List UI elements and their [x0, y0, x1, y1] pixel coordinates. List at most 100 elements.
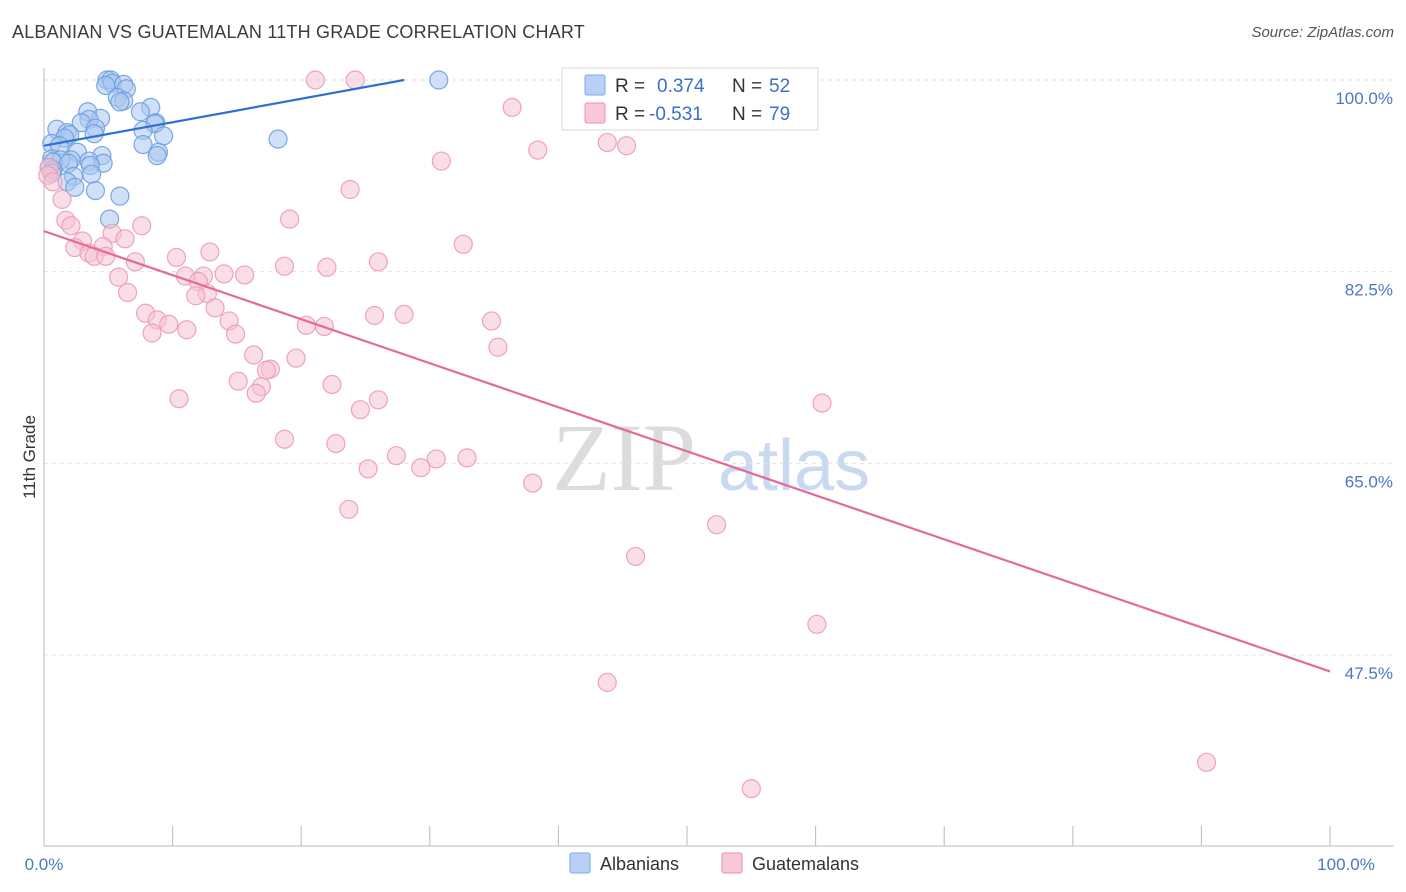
data-point — [523, 473, 543, 493]
data-point — [159, 314, 179, 334]
data-point — [597, 132, 617, 153]
data-point — [326, 434, 346, 454]
data-point — [200, 242, 220, 262]
data-point — [214, 264, 234, 284]
data-point — [169, 389, 189, 409]
data-point — [350, 400, 370, 420]
data-point — [153, 126, 174, 146]
data-point — [453, 234, 473, 254]
gridlines — [44, 79, 1394, 656]
data-point — [133, 135, 153, 155]
data-point — [246, 383, 266, 403]
legend-r-value-guatemalans: -0.531 — [649, 104, 703, 125]
data-point — [65, 177, 85, 197]
legend-swatch-guatemalans — [584, 102, 606, 124]
series-guatemalans — [38, 70, 1217, 799]
x-tick-label-min: 0.0% — [25, 855, 64, 874]
data-point — [186, 286, 206, 306]
data-point — [488, 337, 508, 357]
data-point — [411, 458, 431, 478]
data-point — [807, 614, 827, 634]
data-point — [426, 449, 446, 469]
watermark-zip: ZIP — [552, 404, 696, 511]
x-ticks — [43, 826, 1331, 846]
data-point — [528, 140, 548, 160]
data-point — [340, 179, 360, 200]
data-point — [368, 252, 388, 272]
data-point — [205, 298, 225, 318]
legend-n-value-guatemalans: 79 — [769, 104, 790, 125]
data-point — [339, 499, 359, 519]
data-point — [706, 515, 727, 535]
data-point — [317, 257, 337, 277]
data-point — [616, 136, 637, 156]
axes — [43, 68, 1394, 847]
correlation-legend: R = 0.374 N = 52 R = -0.531 N = 79 — [561, 67, 819, 131]
series-legend-swatch-guatemalans — [721, 852, 743, 874]
data-point — [84, 124, 104, 144]
data-point — [274, 256, 295, 276]
data-point — [43, 172, 63, 192]
legend-n-value-albanians: 52 — [769, 76, 790, 97]
series-albanians — [39, 70, 449, 229]
data-point — [457, 448, 477, 468]
data-point — [228, 371, 248, 391]
legend-r-label-albanians: R = — [615, 76, 645, 97]
legend-n-label-guatemalans: N = — [732, 104, 762, 125]
data-point — [286, 348, 306, 368]
data-point — [110, 186, 130, 206]
data-point — [431, 151, 451, 171]
data-point — [502, 97, 522, 117]
data-point — [110, 92, 130, 112]
data-point — [358, 459, 378, 479]
data-point — [235, 265, 255, 285]
data-point — [117, 282, 138, 303]
legend-n-label-albanians: N = — [732, 76, 762, 97]
data-point — [256, 360, 277, 380]
data-point — [244, 345, 264, 365]
data-point — [132, 216, 152, 236]
data-point — [812, 393, 832, 413]
trend-line-albanians — [43, 78, 405, 147]
data-point — [61, 216, 81, 236]
y-tick-label: 82.5% — [1345, 281, 1393, 300]
data-point — [345, 70, 365, 90]
y-tick-labels: 100.0% 82.5% 65.0% 47.5% — [1335, 89, 1393, 683]
data-point — [625, 546, 646, 567]
watermark-atlas: atlas — [718, 426, 870, 506]
data-point — [226, 324, 246, 344]
y-axis-label: 11th Grade — [20, 415, 39, 499]
data-point — [142, 323, 162, 343]
y-tick-label: 100.0% — [1335, 89, 1393, 108]
series-legend-swatch-albanians — [569, 852, 591, 874]
data-point — [268, 129, 288, 149]
legend-r-label-guatemalans: R = — [615, 104, 645, 125]
data-point — [429, 70, 449, 90]
data-point — [85, 181, 106, 201]
x-tick-label-max: 100.0% — [1317, 855, 1375, 874]
trend-lines — [43, 78, 1331, 673]
data-point — [166, 247, 187, 268]
data-point — [1196, 752, 1217, 772]
legend-r-value-albanians: 0.374 — [657, 76, 705, 97]
data-point — [364, 305, 385, 326]
series-legend-label-guatemalans: Guatemalans — [752, 854, 859, 874]
y-tick-label: 65.0% — [1345, 472, 1393, 491]
data-point — [274, 429, 295, 449]
data-point — [115, 229, 135, 249]
data-point — [305, 70, 325, 90]
data-point — [481, 311, 502, 331]
chart-title: ALBANIAN VS GUATEMALAN 11TH GRADE CORREL… — [12, 22, 585, 42]
trend-line-guatemalans — [43, 230, 1331, 673]
data-point — [147, 145, 167, 166]
data-point — [597, 672, 617, 692]
data-points — [38, 70, 1217, 799]
data-point — [108, 267, 129, 287]
data-point — [52, 189, 72, 209]
data-point — [394, 304, 414, 324]
source-label: Source: ZipAtlas.com — [1251, 24, 1394, 41]
data-point — [322, 374, 342, 395]
data-point — [130, 102, 151, 122]
data-point — [81, 164, 102, 184]
